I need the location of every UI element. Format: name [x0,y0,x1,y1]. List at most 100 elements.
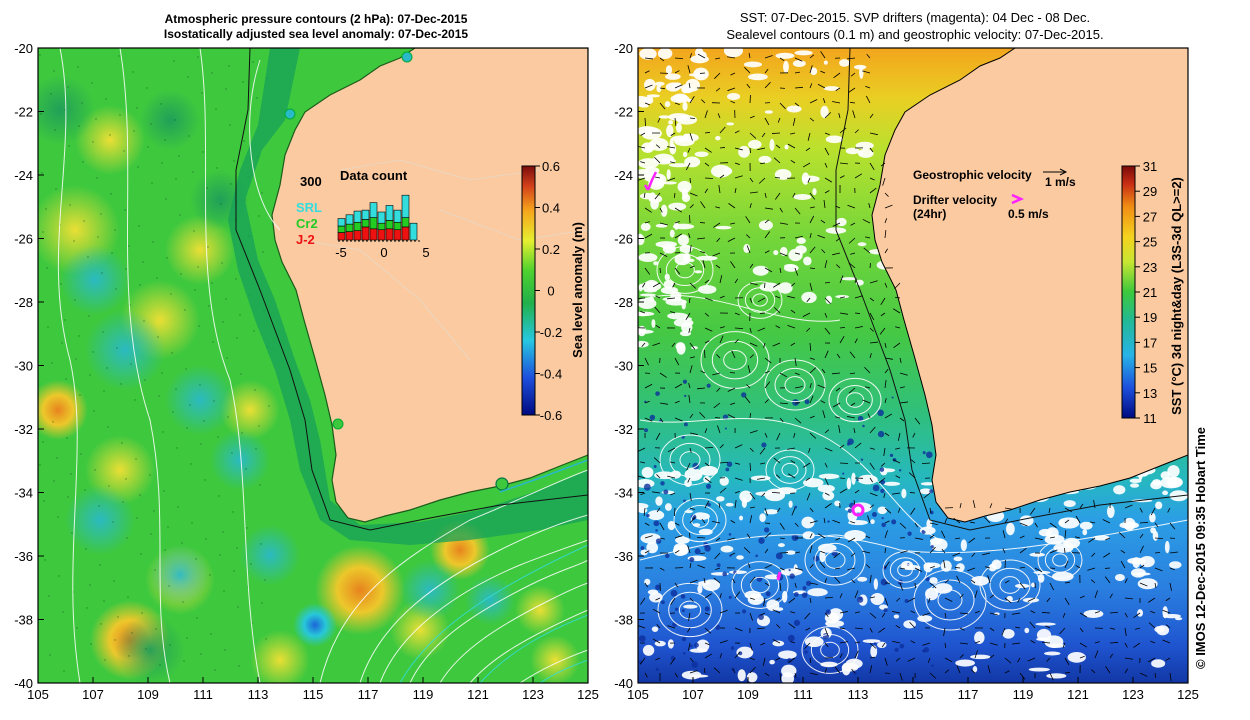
sla-stipple-dot [203,420,205,422]
left-title-line1: Atmospheric pressure contours (2 hPa): 0… [164,12,468,26]
sla-stipple-dot [43,500,45,502]
velocity-arrow [704,627,712,634]
velocity-arrow [704,279,710,284]
velocity-arrow [1049,536,1055,539]
sla-stipple-dot [173,60,175,62]
cloud-gap [1160,471,1171,480]
velocity-arrow [730,261,736,269]
sla-stipple-dot [164,139,166,141]
sla-stipple-dot [187,76,189,78]
velocity-arrow [758,177,766,184]
velocity-arrow [869,642,877,649]
velocity-arrow [653,457,661,464]
cloud-gap [836,217,847,227]
sla-stipple-dot [162,431,164,433]
sealevel-contour [682,505,718,535]
velocity-arrow [1019,535,1025,539]
velocity-arrow [1139,564,1145,569]
cloud-gap [675,342,685,351]
sealevel-contour [773,456,807,484]
sla-stipple-dot [267,346,269,348]
velocity-arrow [689,356,695,359]
velocity-arrow [756,627,766,630]
left-xtick-label: 113 [248,687,269,702]
cloud-gap [673,221,679,230]
cloud-gap [736,646,754,659]
cloud-gap [759,282,780,292]
sla-stipple-dot [122,501,124,503]
cloud-gap [807,588,828,597]
velocity-arrow [895,447,901,450]
cloud-gap [687,98,693,103]
cloud-gap [1155,501,1163,510]
cloud-gap [793,194,812,201]
sla-stipple-dot [136,517,138,519]
velocity-arrow [703,578,706,584]
sla-stipple-dot [200,653,202,655]
velocity-arrow [779,402,789,405]
cloud-gap [1113,485,1126,495]
velocity-arrow [689,177,691,184]
sla-stipple-dot [250,563,252,565]
velocity-arrow [644,102,650,106]
cloud-gap [852,509,863,513]
cloud-gap [641,466,654,478]
sla-stipple-dot [150,123,152,125]
velocity-arrow [704,446,714,449]
sla-stipple-dot [197,266,199,268]
sla-stipple-dot [102,331,104,333]
sla-stipple-dot [257,156,259,158]
velocity-arrow [818,533,826,539]
cloud-gap [715,135,721,141]
cold-pixel [682,379,688,384]
sla-tick-label: 0.2 [542,242,560,257]
cloud-gap [1067,651,1086,663]
velocity-arrow [639,657,646,665]
velocity-arrow [731,350,736,359]
sla-stipple-dot [222,531,224,533]
velocity-arrow [832,222,841,227]
sla-stipple-dot [161,162,163,164]
velocity-arrow [1162,639,1171,644]
velocity-arrow [689,342,696,350]
sla-stipple-dot [105,98,107,100]
cloud-gap [870,519,875,525]
pressure-contour [379,539,588,683]
velocity-arrow [704,642,710,646]
cloud-gap [669,138,674,151]
velocity-arrow [1109,611,1119,614]
cloud-gap [661,158,676,164]
velocity-arrow [824,312,828,318]
velocity-arrow [1154,672,1157,679]
cold-pixel [724,427,727,430]
cloud-gap [841,662,851,676]
velocity-arrow [794,71,800,74]
sla-stipple-dot [217,436,219,438]
velocity-arrow [869,462,875,470]
velocity-arrow [869,341,878,344]
velocity-arrow [686,462,691,471]
cloud-gap [769,139,775,151]
cold-pixel [922,649,926,653]
left-xtick-label: 107 [82,687,104,702]
cloud-gap [653,261,659,266]
sla-stipple-dot [239,314,241,316]
cloud-gap [1154,626,1165,633]
sla-stipple-dot [213,400,215,402]
right-xtick-label: 111 [793,687,813,702]
cloud-gap [971,477,992,486]
velocity-arrow [899,372,908,376]
velocity-arrow [688,297,691,304]
sla-stipple-dot [225,88,227,90]
inset-xtick-2: 5 [422,245,429,260]
velocity-arrow [689,204,694,209]
cloud-gap [1156,625,1170,636]
cold-pixel [683,499,687,503]
cloud-gap [801,175,820,183]
velocity-arrow [941,548,946,554]
velocity-arrow [922,642,931,646]
velocity-arrow [779,207,783,213]
left-ytick-label: -40 [14,676,33,691]
velocity-arrow [865,535,871,539]
data-count-bar [345,214,354,225]
